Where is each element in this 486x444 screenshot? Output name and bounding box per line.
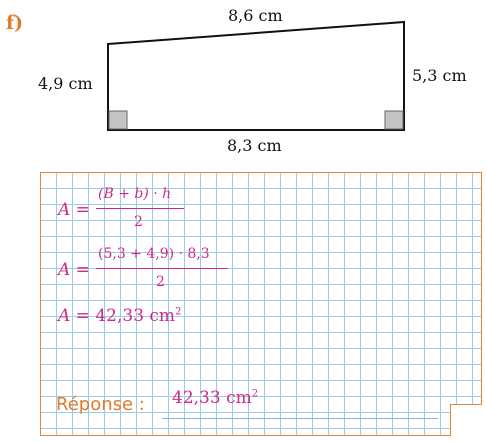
formula-line3: A = 42,33 cm2 [58,306,181,326]
answer-value-text: 42,33 cm [172,388,252,408]
formula-line1-bar [96,208,184,209]
grid-paper [40,172,482,436]
formula-line1-lhs: A = [58,200,90,220]
formula-line1-denominator: 2 [134,214,143,230]
answer-input-line[interactable] [162,418,438,419]
solution-grid-box: A = (B + b) · h 2 A = (5,3 + 4,9) · 8,3 … [40,172,482,436]
trapezoid-figure [107,20,405,131]
formula-line2-denominator: 2 [156,274,165,290]
grid-border [40,172,482,436]
trapezoid-shape [107,20,405,131]
formula-line2-lhs: A = [58,260,90,280]
dimension-left: 4,9 cm [38,74,93,93]
answer-value[interactable]: 42,33 cm2 [172,388,258,408]
formula-line3-value: 42,33 cm [95,306,176,326]
dimension-top: 8,6 cm [228,6,283,25]
formula-line2-bar [96,268,228,269]
answer-value-exponent: 2 [251,388,259,400]
dimension-right: 5,3 cm [412,66,467,85]
right-angle-marker-left [108,110,128,130]
exercise-label: f) [6,12,24,34]
formula-line3-exponent: 2 [175,306,182,318]
formula-line1-numerator: (B + b) · h [98,186,172,202]
right-angle-marker-right [384,110,404,130]
dimension-bottom: 8,3 cm [227,136,282,155]
formula-line3-lhs: A = [58,306,90,326]
formula-line2-numerator: (5,3 + 4,9) · 8,3 [98,246,210,262]
answer-label: Réponse : [56,394,145,415]
